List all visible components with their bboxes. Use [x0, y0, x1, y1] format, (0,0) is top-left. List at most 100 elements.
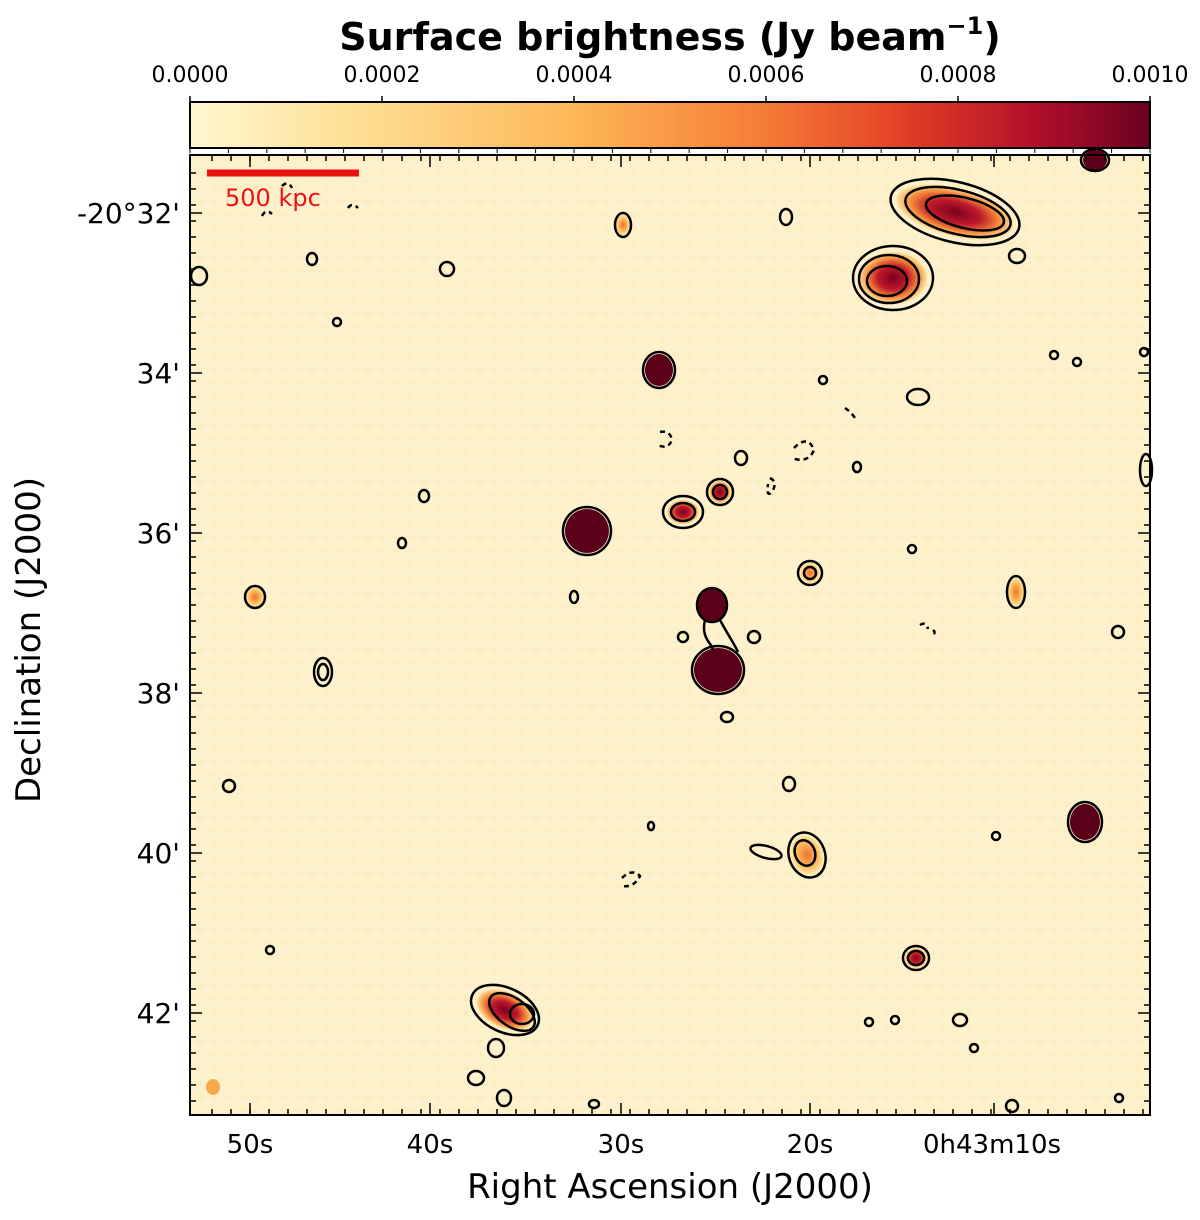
colorbar-tick-label: 0.0004	[536, 63, 613, 88]
contour	[863, 1016, 875, 1028]
source-blob	[694, 648, 742, 692]
contour	[243, 584, 267, 610]
contour	[851, 460, 863, 474]
x-tick-label: 40s	[407, 1130, 454, 1160]
colorbar-tick-label: 0.0006	[728, 63, 805, 88]
contour	[264, 944, 276, 956]
contour	[1007, 247, 1027, 265]
contour	[621, 871, 642, 888]
contour	[417, 488, 431, 504]
source-blob	[859, 252, 927, 304]
contour	[749, 843, 783, 861]
contour	[802, 565, 818, 581]
contour	[1066, 800, 1104, 844]
contour	[990, 830, 1002, 842]
contour	[396, 536, 408, 550]
contour	[766, 476, 776, 495]
y-tick-label: 36'	[137, 517, 180, 550]
source-blob	[565, 509, 609, 553]
contour	[844, 406, 857, 419]
contour	[1113, 1092, 1125, 1104]
contour	[305, 251, 319, 267]
y-tick-label: 38'	[137, 677, 180, 710]
contour	[951, 1012, 969, 1028]
contour	[746, 629, 762, 645]
colorbar-tick-label: 0.0002	[344, 63, 421, 88]
contour	[508, 1002, 536, 1026]
contour	[889, 177, 1021, 247]
source-blob	[645, 354, 673, 386]
axis-tick-labels: 50s 40s 30s 20s 0h43m10s -20°32' 34' 36' 38' 40' 4…	[77, 197, 1061, 1160]
x-tick-label: 50s	[227, 1130, 274, 1160]
image-background	[190, 155, 1150, 1115]
scalebar: 500 kpc	[207, 169, 359, 212]
contour	[641, 350, 677, 390]
source-blob	[1070, 804, 1100, 840]
contour	[865, 264, 909, 298]
contour	[613, 211, 633, 239]
x-tick-label: 30s	[598, 1130, 645, 1160]
contour	[657, 430, 674, 448]
colorbar-tick-label: 0.0000	[152, 63, 229, 88]
contour	[587, 1098, 601, 1110]
axis-ticks	[190, 155, 1150, 1115]
y-tick-label: 40'	[137, 837, 180, 870]
colorbar-tick-labels: 0.0000 0.0002 0.0004 0.0006 0.0008 0.0010	[152, 63, 1189, 88]
contour	[719, 710, 735, 724]
contour	[312, 656, 334, 688]
source-blob	[790, 835, 824, 875]
contour	[495, 1088, 513, 1108]
source-blob	[206, 1079, 220, 1095]
scalebar-label: 500 kpc	[225, 184, 321, 212]
contours	[189, 147, 1154, 1114]
contour	[924, 194, 1006, 232]
contour	[796, 559, 824, 587]
contour	[905, 387, 931, 407]
contour	[676, 630, 690, 644]
contour	[781, 775, 797, 793]
contour	[469, 983, 541, 1037]
contour	[906, 949, 926, 967]
contour	[968, 1042, 980, 1054]
source-blob	[246, 587, 264, 607]
y-tick-label: 34'	[137, 357, 180, 390]
contour	[793, 839, 817, 867]
y-tick-label: 42'	[137, 997, 180, 1030]
contour	[733, 449, 749, 467]
contour	[1138, 452, 1154, 488]
contour	[1005, 574, 1027, 610]
contour	[487, 991, 537, 1033]
contour	[906, 543, 918, 555]
contour	[561, 505, 613, 557]
contour	[1110, 624, 1126, 640]
contour	[1138, 346, 1150, 358]
contour	[711, 483, 729, 501]
source-blob	[616, 215, 630, 235]
contour	[260, 203, 359, 217]
contour	[695, 586, 729, 624]
contour	[1071, 356, 1083, 368]
colorbar: Surface brightness (Jy beam−1) 0.0000 0.0…	[152, 12, 1189, 153]
contour	[1079, 147, 1111, 173]
contour	[851, 244, 935, 312]
colorbar-tick-label: 0.0010	[1112, 63, 1189, 88]
contour	[438, 260, 456, 278]
colorbar-ticks	[189, 96, 1151, 153]
contour	[646, 820, 656, 832]
image-frame	[189, 154, 1151, 1116]
contour	[919, 622, 936, 638]
contour	[316, 662, 330, 682]
contour	[901, 944, 931, 972]
contour	[221, 778, 237, 794]
y-tick-label: -20°32'	[77, 197, 180, 230]
contour	[1004, 1098, 1020, 1114]
contour	[787, 831, 827, 879]
contour	[568, 589, 580, 605]
contour	[817, 374, 829, 386]
contour	[778, 207, 794, 227]
source-blob	[698, 589, 726, 621]
contour	[281, 182, 294, 189]
contour	[705, 477, 735, 507]
colorbar-gradient	[189, 101, 1151, 149]
